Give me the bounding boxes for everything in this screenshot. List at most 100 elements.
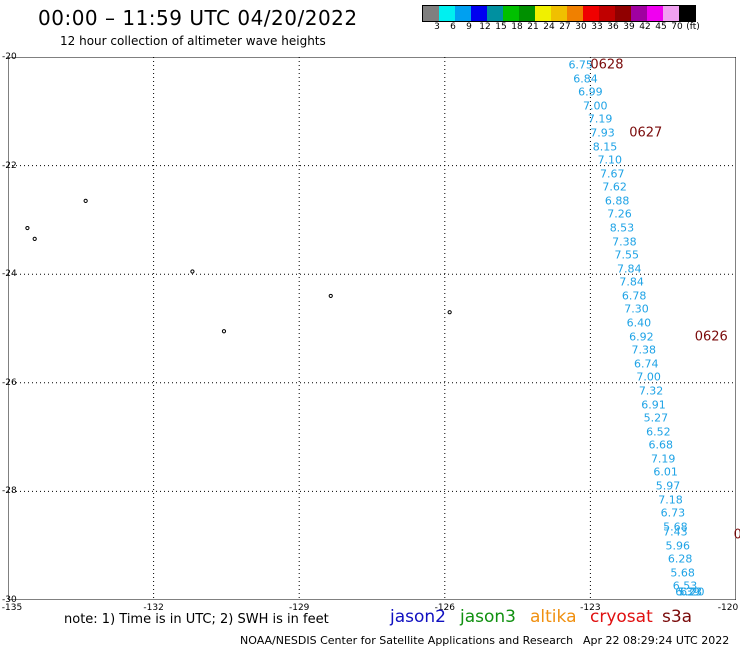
swh-value-label: 7.00 [583, 99, 608, 113]
swh-value-label: 6.68 [648, 438, 674, 452]
satellite-legend-jason3: jason3 [460, 607, 516, 627]
colorbar-label: 39 [623, 22, 635, 32]
map-subtitle: 12 hour collection of altimeter wave hei… [60, 34, 326, 48]
swh-value-label: 6.53 [672, 579, 698, 593]
y-tick-label: -22 [2, 160, 17, 171]
swh-value-label: 7.67 [599, 167, 625, 181]
swh-value-label: 7.10 [597, 153, 623, 167]
grid-lines [8, 57, 736, 600]
swh-value-label: 7.84 [616, 262, 642, 276]
colorbar-label: 30 [575, 22, 587, 32]
swh-value-label: 5.27 [643, 411, 669, 425]
x-tick-label: -120 [717, 603, 739, 613]
swh-value-label: 7.00 [636, 370, 661, 384]
y-tick-label: -24 [2, 269, 17, 280]
swh-value-label: 5.23 [677, 585, 703, 599]
swh-value-label: 6.84 [573, 72, 598, 86]
x-tick-label: -123 [580, 603, 601, 613]
islands [25, 198, 452, 334]
swh-value-label: 5.96 [665, 539, 691, 553]
colorbar-swatch [535, 6, 551, 21]
pass-time-label: 0627 [629, 125, 663, 141]
swh-value-label: 8.15 [592, 140, 618, 154]
units-note: note: 1) Time is in UTC; 2) SWH is in fe… [64, 612, 329, 627]
swh-value-label: 6.91 [641, 398, 666, 412]
swh-value-label: 7.38 [631, 343, 657, 357]
swh-value-label: 6.88 [604, 194, 630, 208]
colorbar-label: 3 [434, 22, 440, 32]
swh-value-label: 6.28 [667, 552, 693, 566]
colorbar-swatch [631, 6, 647, 21]
satellite-legend-cryosat: cryosat [590, 607, 653, 627]
map-title: 00:00 – 11:59 UTC 04/20/2022 [38, 6, 358, 30]
generation-timestamp: Apr 22 08:29:24 UTC 2022 [583, 634, 730, 647]
colorbar-label: 24 [543, 22, 555, 32]
colorbar-swatch [647, 6, 663, 21]
colorbar-label: 21 [527, 22, 539, 32]
colorbar-swatch [599, 6, 615, 21]
x-tick-label: -126 [434, 603, 456, 613]
x-tick-label: -135 [1, 603, 23, 613]
swh-value-label: 6.40 [626, 316, 652, 330]
swh-value-label: 7.30 [624, 302, 649, 316]
colorbar-label: 12 [479, 22, 491, 32]
swh-value-label: 6.20 [680, 585, 705, 599]
satellite-legend-jason2: jason2 [390, 607, 446, 627]
colorbar-label: 70 [671, 22, 683, 32]
colorbar-swatch [663, 6, 679, 21]
swh-value-label: 7.19 [587, 112, 613, 126]
swh-value-label: 7.19 [650, 452, 676, 466]
swh-value-label: 7.18 [658, 493, 683, 507]
swh-value-label: 6.92 [629, 330, 654, 344]
colorbar-swatch [519, 6, 535, 21]
colorbar-swatch [471, 6, 487, 21]
x-tick-label: -132 [143, 603, 164, 613]
colorbar-label: 6 [450, 22, 456, 32]
pass-time-label: 0628 [590, 57, 624, 73]
colorbar-label: 9 [466, 22, 472, 32]
swh-value-label: 6.74 [633, 357, 659, 371]
swh-value-label: 5.97 [655, 479, 681, 493]
swh-value-label: 7.32 [638, 384, 664, 398]
map-plot [8, 57, 736, 600]
y-tick-label: -28 [2, 486, 17, 497]
colorbar-label: 36 [607, 22, 619, 32]
pass-time-label: 0625 [733, 527, 740, 543]
colorbar-swatch [615, 6, 631, 21]
swh-value-label: 7.62 [602, 180, 627, 194]
colorbar-swatch [487, 6, 503, 21]
island-outline [25, 225, 30, 231]
colorbar-label: (ft) [686, 22, 700, 32]
colorbar-swatch [455, 6, 471, 21]
swh-value-label: 6.75 [568, 58, 593, 72]
island-outline [328, 293, 333, 299]
colorbar-swatch [503, 6, 519, 21]
y-tick-label: -26 [2, 377, 17, 388]
colorbar-label: 45 [655, 22, 667, 32]
colorbar-label: 27 [559, 22, 571, 32]
x-tick-label: -129 [288, 603, 310, 613]
colorbar-swatch [567, 6, 583, 21]
island-outline [83, 198, 88, 203]
satellite-legend-altika: altika [530, 607, 577, 627]
swh-value-label: 6.78 [621, 289, 647, 303]
swh-value-label: 6.39 [675, 585, 700, 599]
colorbar-label: 42 [639, 22, 651, 32]
island-outline [190, 269, 195, 274]
colorbar-swatch [423, 6, 439, 21]
y-tick-label: -30 [2, 595, 17, 605]
island-outline [221, 329, 227, 334]
island-outline [32, 236, 37, 242]
swh-value-label: 8.53 [609, 221, 635, 235]
pass-time-label: 0626 [694, 329, 728, 345]
swh-value-label: 6.73 [660, 506, 686, 520]
swh-value-label: 7.84 [619, 275, 644, 289]
swh-value-label: 7.93 [590, 126, 615, 140]
swh-value-label: 7.38 [612, 235, 637, 249]
satellite-legend-s3a: s3a [662, 607, 693, 627]
colorbar-swatch [583, 6, 599, 21]
swh-value-label: 5.68 [663, 520, 688, 534]
colorbar-label: 15 [495, 22, 507, 32]
swh-value-label: 6.52 [646, 425, 671, 439]
y-tick-label: -20 [2, 52, 17, 62]
